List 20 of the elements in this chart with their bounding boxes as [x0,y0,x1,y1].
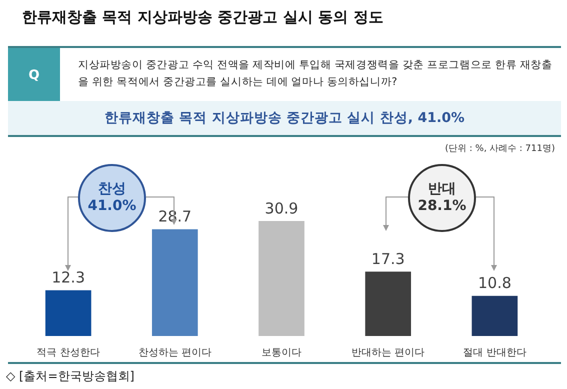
x-tick-label: 적극 찬성한다 [36,348,100,359]
bar [45,290,92,336]
x-tick-label: 반대하는 편이다 [352,348,425,359]
bar [258,221,304,336]
text: Q [8,48,60,102]
bar [472,296,518,336]
chart-title: 한류재창출 목적 지상파방송 중간광고 실시 동의 정도 [22,8,384,27]
x-tick-label: 절대 반대한다 [463,348,526,359]
data-label: 12.3 [52,268,86,287]
bar [365,272,412,336]
bar [152,229,198,336]
x-tick-label: 보통이다 [262,348,302,359]
data-label: 17.3 [371,250,405,268]
data-label: 30.9 [264,199,298,218]
text: (단위 : %, 사례수 : 711명) [445,143,555,155]
text: 지상파방송이 중간광고 수익 전액을 제작비에 투입해 국제경쟁력을 갖춘 프로그램으로 한류 재창출을 위한 목적에서 중간광고를 실시하는 데에 얼마나 동의하십니까? [77,58,554,90]
data-label: 10.8 [478,274,512,292]
text: ◇ [출처=한국방송협회] [6,368,134,385]
x-tick-label: 찬성하는 편이다 [138,348,212,359]
chart-subtitle: 한류재창출 목적 지상파방송 중간광고 실시 찬성, 41.0% [8,101,561,137]
